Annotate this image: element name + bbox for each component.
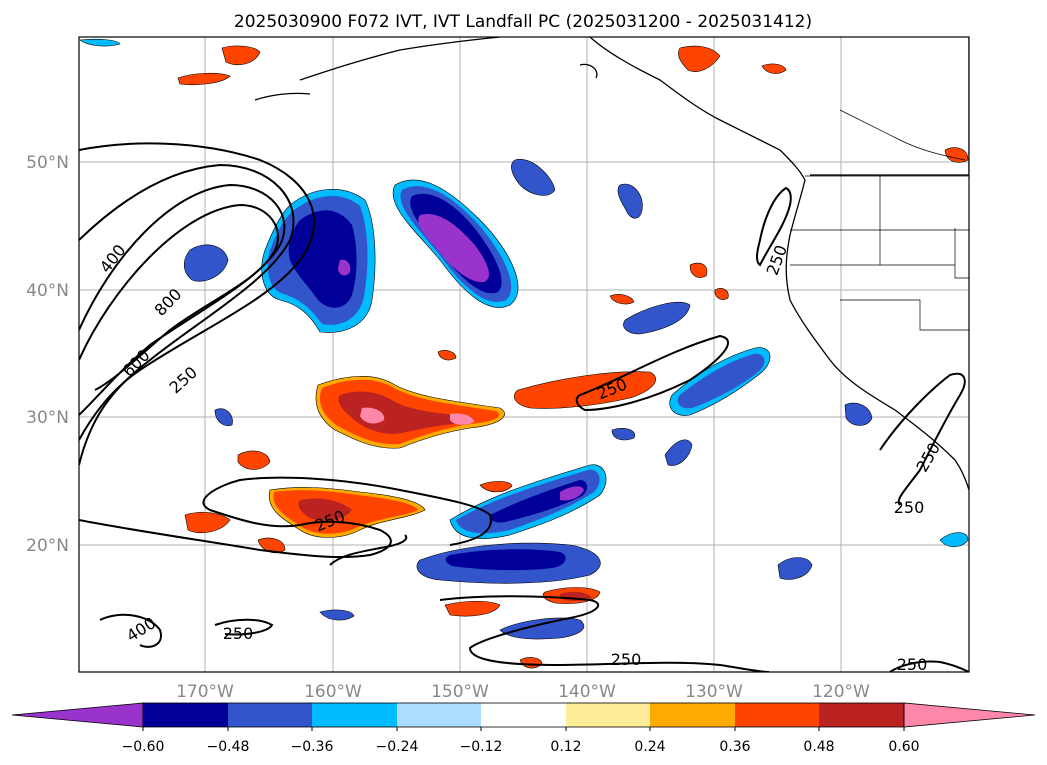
colorbar-segment (481, 703, 566, 727)
colorbar-segment (143, 703, 228, 727)
colorbar-tick-label: 0.24 (634, 739, 665, 755)
colorbar-segment (566, 703, 650, 727)
colorbar-extend-max (903, 702, 1036, 728)
blob-north (511, 158, 556, 196)
lon-tick-label: 120°W (812, 682, 870, 702)
lon-tick-label: 130°W (685, 682, 743, 702)
lat-tick-label: 20°N (26, 536, 69, 556)
lat-tick-label: 50°N (26, 153, 69, 173)
ivt-contours (79, 142, 969, 672)
negative-anomaly-fields (79, 38, 969, 640)
blob-small-west (183, 244, 229, 282)
contour-label: 250 (223, 624, 254, 643)
colorbar-tick-label: 0.48 (803, 739, 834, 755)
colorbar-tick-label: −0.48 (207, 739, 250, 755)
map-area: 400 800 600 250 250 250 250 250 400 250 … (79, 37, 969, 674)
coastlines (254, 37, 969, 491)
colorbar: −0.60 −0.48 −0.36 −0.24 −0.12 0.12 0.24 … (11, 702, 1036, 755)
colorbar-segment (819, 703, 904, 727)
colorbar-tick-label: 0.12 (550, 739, 581, 755)
colorbar-tick-label: −0.60 (122, 739, 165, 755)
colorbar-tick-label: −0.12 (460, 739, 503, 755)
positive-anomaly-fields (177, 45, 969, 669)
colorbar-extend-min (11, 702, 144, 728)
colorbar-segment (735, 703, 819, 727)
colorbar-segment (397, 703, 481, 727)
lon-tick-label: 140°W (558, 682, 616, 702)
lon-tick-label: 170°W (176, 682, 234, 702)
contour-label: 250 (894, 498, 925, 517)
lon-tick-label: 150°W (431, 682, 489, 702)
blob-south-band (416, 464, 607, 640)
map-title: 2025030900 F072 IVT, IVT Landfall PC (20… (234, 12, 812, 32)
latitude-labels: 50°N 40°N 30°N 20°N (26, 153, 69, 556)
lat-tick-label: 30°N (26, 408, 69, 428)
colorbar-segment (228, 703, 312, 727)
colorbar-tick-label: −0.24 (376, 739, 419, 755)
colorbar-tick-label: 0.60 (888, 739, 919, 755)
contour-label: 250 (897, 655, 928, 674)
longitude-labels: 170°W 160°W 150°W 140°W 130°W 120°W (176, 682, 870, 702)
map-frame (78, 36, 970, 673)
lat-tick-label: 40°N (26, 281, 69, 301)
blob-diagonal-purple (392, 179, 519, 308)
blob-central-red (315, 376, 505, 449)
colorbar-tick-label: −0.36 (291, 739, 334, 755)
state-borders (790, 109, 969, 331)
blob-mid-east (623, 302, 691, 335)
colorbar-segment (650, 703, 735, 727)
colorbar-tick-label: 0.36 (719, 739, 750, 755)
colorbar-segment (312, 703, 397, 727)
lon-tick-label: 160°W (304, 682, 362, 702)
blob-east-orange (514, 371, 656, 409)
contour-label: 250 (611, 650, 642, 669)
